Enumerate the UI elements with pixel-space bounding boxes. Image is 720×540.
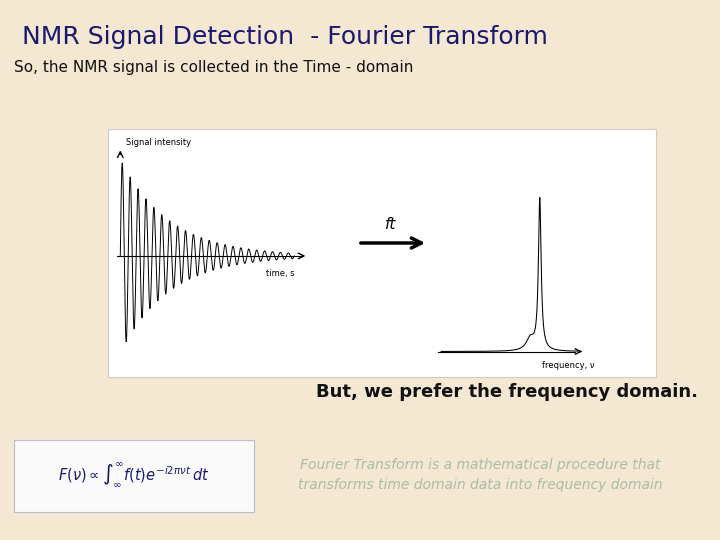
Text: Signal intensity: Signal intensity [125, 138, 191, 146]
Text: NMR Signal Detection  - Fourier Transform: NMR Signal Detection - Fourier Transform [22, 25, 548, 49]
Bar [108, 129, 656, 377]
Text: time, s: time, s [266, 268, 294, 278]
Text: transforms time domain data into frequency domain: transforms time domain data into frequen… [297, 478, 662, 492]
Bar [14, 440, 254, 512]
Text: $F(\nu) \propto \int_{\infty}^{\infty} f(t)e^{-i2\pi\nu t}\,dt$: $F(\nu) \propto \int_{\infty}^{\infty} f… [58, 461, 210, 489]
Text: Fourier Transform is a mathematical procedure that: Fourier Transform is a mathematical proc… [300, 458, 660, 472]
Text: But, we prefer the frequency domain.: But, we prefer the frequency domain. [316, 383, 698, 401]
Text: frequency, ν: frequency, ν [542, 361, 595, 370]
Text: So, the NMR signal is collected in the Time - domain: So, the NMR signal is collected in the T… [14, 60, 413, 75]
Text: ft: ft [385, 217, 397, 232]
